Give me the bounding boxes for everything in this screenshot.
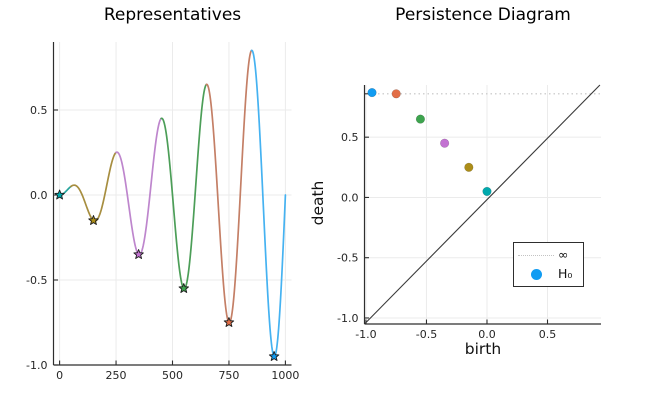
svg-text:0.5: 0.5 xyxy=(539,328,557,341)
svg-text:500: 500 xyxy=(162,369,183,382)
svg-text:750: 750 xyxy=(218,369,239,382)
svg-text:-1.0: -1.0 xyxy=(355,328,376,341)
svg-text:0.5: 0.5 xyxy=(30,104,48,117)
infinity-legend-label: ∞ xyxy=(558,246,569,262)
h0-legend-label: H₀ xyxy=(558,265,573,281)
svg-text:-1.0: -1.0 xyxy=(26,359,47,372)
svg-text:-0.5: -0.5 xyxy=(337,252,358,265)
representatives-title: Representatives xyxy=(103,5,242,25)
svg-text:-0.5: -0.5 xyxy=(416,328,437,341)
legend: ∞ H₀ xyxy=(513,242,584,287)
death-axis-label: death xyxy=(309,180,327,226)
svg-text:-1.0: -1.0 xyxy=(337,312,358,325)
h0-circle-marker-swatch xyxy=(530,268,542,280)
persistence-diagram-title: Persistence Diagram xyxy=(395,5,571,25)
infinity-dashed-line-swatch xyxy=(518,254,554,256)
svg-text:0.0: 0.0 xyxy=(478,328,496,341)
svg-text:0: 0 xyxy=(56,369,63,382)
legend-row-h0: H₀ xyxy=(514,266,583,282)
birth-axis-label: birth xyxy=(464,340,502,358)
infinity-swatch-zone xyxy=(514,254,558,256)
svg-text:1000: 1000 xyxy=(271,369,299,382)
legend-row-infinity: ∞ xyxy=(514,247,583,263)
h0-swatch-zone xyxy=(514,268,558,280)
svg-text:250: 250 xyxy=(106,369,127,382)
svg-text:0.0: 0.0 xyxy=(341,191,359,204)
svg-text:0.0: 0.0 xyxy=(30,189,48,202)
svg-text:-0.5: -0.5 xyxy=(26,274,47,287)
svg-text:0.5: 0.5 xyxy=(341,131,359,144)
